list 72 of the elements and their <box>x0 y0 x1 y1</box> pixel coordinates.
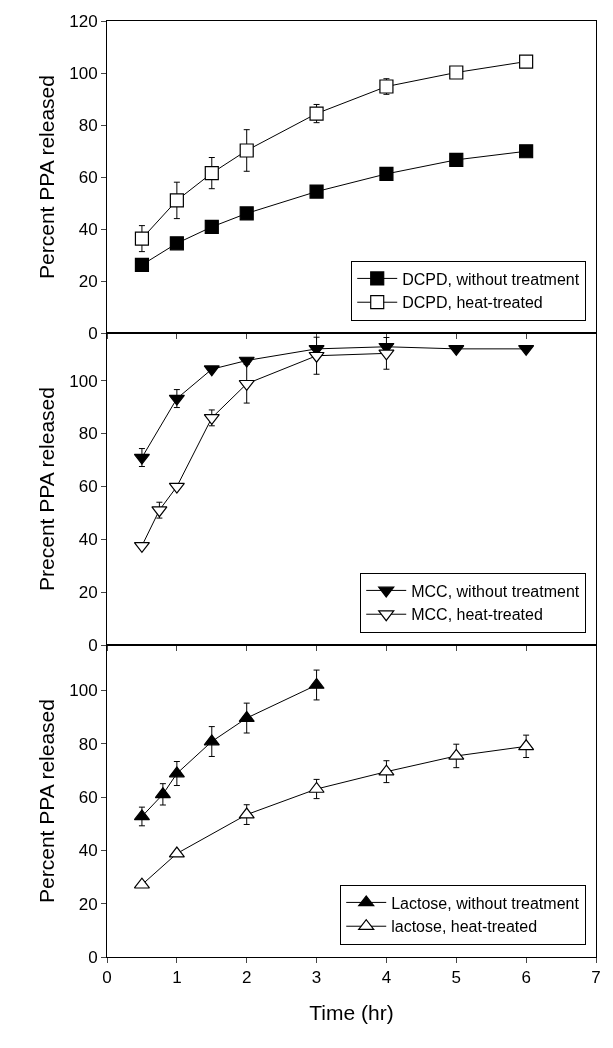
y-tick-label: 40 <box>78 219 98 239</box>
legend-label: DCPD, heat-treated <box>402 294 543 312</box>
y-tick-label: 40 <box>78 841 98 861</box>
x-tick-label: 1 <box>172 968 182 988</box>
point <box>238 710 255 722</box>
y-tick-label: 80 <box>78 424 98 444</box>
legend-label: MCC, without treatment <box>411 582 580 600</box>
point <box>239 143 254 158</box>
y-tick-label: 120 <box>69 11 98 31</box>
x-tick-label: 4 <box>381 968 392 988</box>
point <box>204 166 219 181</box>
point <box>308 781 325 793</box>
point <box>238 356 255 368</box>
y-axis-title: Percent PPA released <box>35 699 59 903</box>
point <box>449 65 464 80</box>
legend-label: Lactose, without treatment <box>391 894 580 912</box>
y-tick-label: 20 <box>78 894 98 914</box>
y-tick-label: 60 <box>78 477 98 497</box>
y-tick-label: 20 <box>78 583 98 603</box>
point <box>308 677 325 689</box>
point <box>204 219 219 235</box>
point <box>168 766 185 778</box>
point <box>168 482 185 494</box>
legend-label: lactose, heat-treated <box>391 918 538 936</box>
point <box>308 351 325 363</box>
x-tick-label: 2 <box>241 968 252 988</box>
y-tick-label: 100 <box>69 63 98 83</box>
point <box>151 506 168 518</box>
point <box>238 807 255 819</box>
point <box>519 144 534 159</box>
y-tick-label: 80 <box>78 734 98 754</box>
point <box>168 394 185 406</box>
point <box>203 734 220 746</box>
point <box>169 236 184 251</box>
x-axis-title: Time (hr) <box>309 1000 394 1024</box>
point <box>239 206 254 221</box>
x-tick-label: 7 <box>591 968 601 988</box>
point <box>378 349 395 361</box>
point <box>309 184 324 199</box>
y-tick-label: 100 <box>69 371 98 391</box>
x-tick-label: 0 <box>102 968 112 988</box>
y-tick-label: 100 <box>69 681 98 701</box>
y-tick-label: 40 <box>78 530 98 550</box>
point <box>379 79 394 94</box>
x-tick-label: 6 <box>521 968 531 988</box>
point <box>168 846 185 858</box>
y-tick-label: 60 <box>78 167 98 187</box>
y-tick-label: 0 <box>88 323 98 343</box>
y-axis-title: Percent PPA released <box>35 75 59 279</box>
point <box>519 54 534 69</box>
point <box>449 152 464 167</box>
y-tick-label: 60 <box>78 787 98 807</box>
y-tick-label: 0 <box>88 635 98 655</box>
y-tick-label: 80 <box>78 115 98 135</box>
point <box>448 748 465 760</box>
point <box>309 106 324 121</box>
legend-label: MCC, heat-treated <box>411 606 543 624</box>
legend-label: DCPD, without treatment <box>402 270 580 288</box>
y-tick-label: 0 <box>88 947 98 967</box>
point <box>378 764 395 776</box>
point <box>203 365 220 377</box>
x-tick-label: 5 <box>451 968 462 988</box>
x-tick-label: 3 <box>311 968 322 988</box>
point <box>134 231 150 246</box>
point <box>134 257 150 272</box>
point <box>169 193 184 208</box>
y-axis-title: Precent PPA released <box>35 387 59 591</box>
point <box>518 739 535 751</box>
point <box>238 379 255 391</box>
point <box>154 787 171 799</box>
y-tick-label: 20 <box>78 271 98 291</box>
point <box>379 166 394 181</box>
